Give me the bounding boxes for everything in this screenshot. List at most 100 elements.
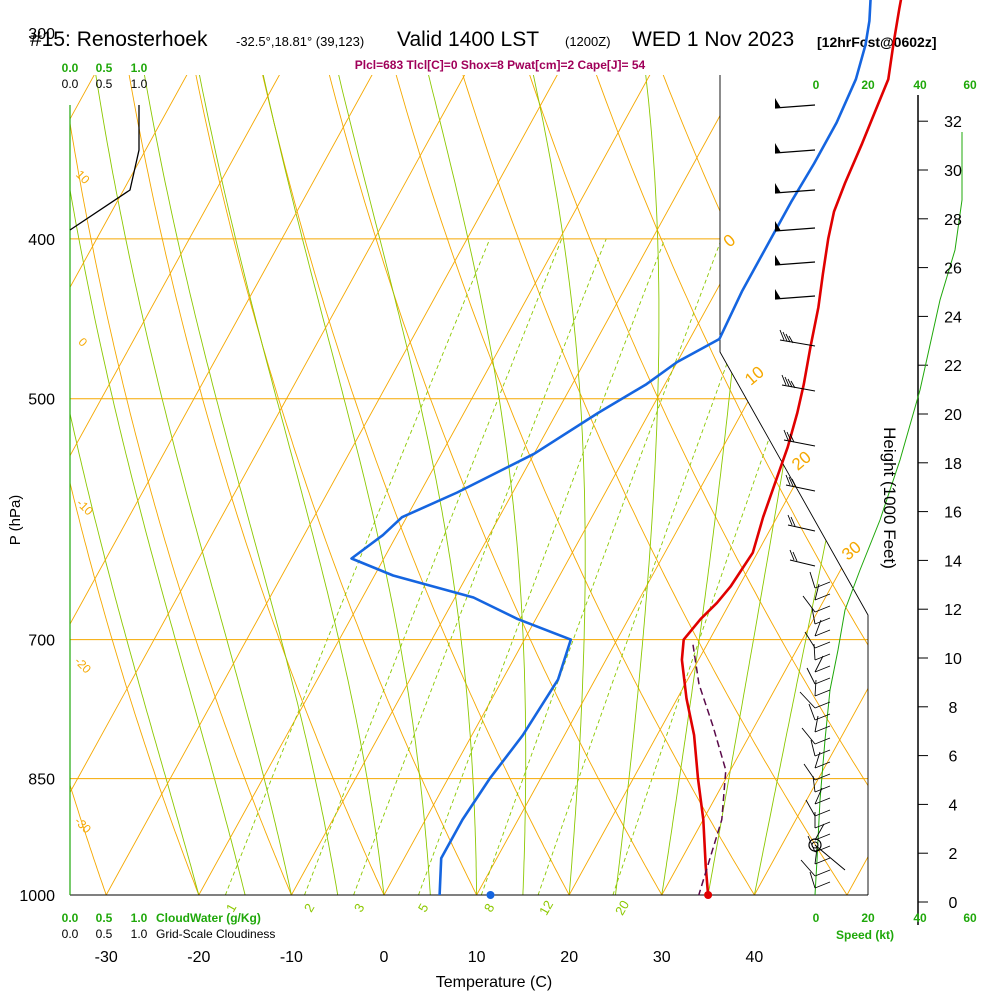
wind-barb-shaft [809, 571, 816, 589]
wind-barb-shaft [804, 631, 816, 649]
isotherm [476, 75, 868, 895]
moist-adiabat [228, 75, 431, 895]
height-tick-label: 18 [944, 456, 962, 473]
temperature-tick-label: -20 [187, 949, 210, 966]
dry-adiabat [413, 75, 848, 895]
wind-barb-shaft [774, 104, 816, 109]
stability-indices: Plcl=683 Tlcl[C]=0 Shox=8 Pwat[cm]=2 Cap… [354, 58, 646, 72]
wind-barb-shaft [814, 619, 822, 637]
wind-barb-feather [783, 429, 789, 441]
dry-adiabat [70, 75, 200, 895]
isotherm [568, 75, 868, 895]
x-axis-title: Temperature (C) [436, 974, 552, 991]
temperature-tick-label: 10 [468, 949, 486, 966]
surface-temperature-marker [704, 891, 713, 899]
wind-barb-shaft [812, 775, 816, 793]
temperature-tick-label: 0 [380, 949, 389, 966]
wind-barb-feather [787, 514, 793, 526]
dry-adiabat-label: -30 [72, 814, 94, 836]
wind-barb-flag [775, 183, 781, 193]
mixing-ratio-line [418, 238, 666, 895]
forecast-run: [12hrFcst@0602z] [817, 34, 937, 50]
wind-barb-feather [814, 881, 831, 889]
wind-barb-feather [814, 773, 831, 781]
wind-barb-feather [782, 331, 788, 342]
dry-adiabat [289, 75, 663, 895]
dry-adiabat-label: 10 [73, 167, 93, 187]
dry-adiabat [70, 75, 292, 895]
mixing-ratio-line [612, 238, 841, 895]
wind-barb-feather [814, 749, 831, 757]
temperature-tick-label: 30 [653, 949, 671, 966]
height-tick-label: 26 [944, 261, 962, 278]
station-location: -32.5°,18.81° (39,123) [236, 34, 365, 49]
wind-barb-flag [775, 143, 781, 153]
dry-adiabat [226, 75, 570, 895]
moist-adiabat [753, 75, 868, 895]
y-axis-title: P (hPa) [7, 495, 24, 546]
wind-barbs [774, 98, 963, 896]
speed-label: Speed (kt) [836, 928, 894, 942]
height-tick-label: 16 [944, 505, 962, 522]
cloud-water-label: CloudWater (g/Kg) [156, 911, 261, 925]
pressure-tick-label: 300 [28, 26, 55, 43]
isotherm [105, 75, 653, 895]
mixing-ratio-line [537, 238, 773, 895]
wind-barb-feather [814, 605, 831, 613]
cloud-water-tick-top: 0.0 [62, 61, 79, 75]
moist-adiabat [707, 75, 861, 895]
moist-adiabat [168, 75, 385, 895]
height-tick-label: 10 [944, 651, 962, 668]
isotherm [70, 75, 560, 895]
dry-adiabat [70, 75, 107, 895]
height-tick-label: 12 [944, 602, 962, 619]
height-tick-label: 14 [944, 553, 962, 570]
wind-barb-feather [789, 549, 795, 561]
wind-barb-shaft [779, 339, 816, 347]
wind-barb-feather [814, 689, 831, 697]
wind-barb-shaft [814, 787, 823, 805]
wind-barb-shaft [802, 595, 816, 613]
cloudiness-label: Grid-Scale Cloudiness [156, 927, 275, 941]
wind-barb-shaft [774, 189, 816, 194]
wind-barb-feather [814, 617, 831, 625]
station-name: #15: Renosterhoek [30, 28, 208, 51]
height-tick-label: 30 [944, 163, 962, 180]
mixing-ratio-label: 3 [351, 901, 368, 915]
mixing-ratio-label: 12 [536, 898, 556, 918]
wind-barb-feather [779, 329, 785, 341]
speed-tick-bottom: 60 [963, 911, 977, 925]
height-tick-label: 28 [944, 212, 962, 229]
calm-wind-marker [808, 838, 822, 852]
moist-adiabat [117, 75, 339, 895]
moist-adiabat [661, 75, 753, 895]
dry-adiabat [725, 75, 868, 895]
grid-lines [70, 75, 868, 895]
wind-barb-shaft [774, 295, 816, 300]
isotherm [70, 75, 97, 895]
wind-barb-shaft [808, 703, 816, 721]
moist-adiabat-label: 20 [788, 447, 815, 474]
wind-barb-shaft [785, 484, 816, 492]
surface-dewpoint-marker [486, 891, 495, 899]
height-tick-label: 4 [949, 797, 958, 814]
moist-adiabat [386, 75, 527, 895]
wind-barb-shaft [799, 691, 816, 709]
wind-barb-feather [790, 380, 796, 389]
wind-barb-feather [814, 629, 831, 637]
wind-barb-feather [814, 869, 831, 877]
wind-barb-feather [814, 797, 831, 805]
isotherm [383, 75, 868, 895]
wind-barb-shaft [814, 583, 820, 601]
wind-barb-feather [784, 376, 790, 387]
height-tick-label: 8 [949, 700, 958, 717]
wind-barb-feather [790, 516, 796, 527]
wind-barb-feather [786, 431, 792, 442]
height-tick-label: 32 [944, 114, 962, 131]
temperature-tick-label: -10 [280, 949, 303, 966]
wind-barb-shaft [814, 823, 825, 841]
wind-barb-shaft [809, 871, 816, 889]
profiles [350, 0, 903, 899]
wind-barb-shaft [787, 524, 816, 532]
axis-labels: 2503004005007008501000-30-20-10010203040… [7, 26, 977, 991]
